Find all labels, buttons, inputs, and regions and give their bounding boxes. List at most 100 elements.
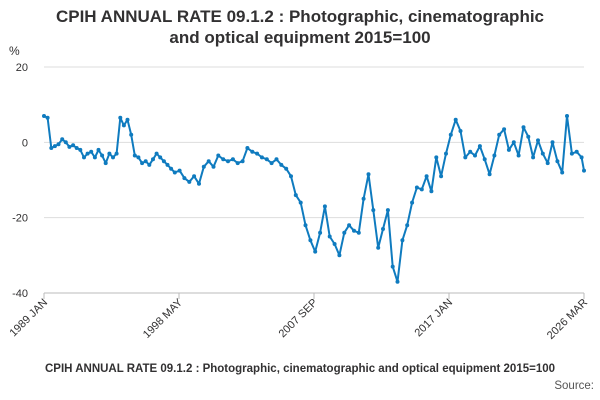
data-point xyxy=(67,144,72,149)
data-point xyxy=(531,155,536,160)
data-point xyxy=(132,153,137,158)
data-point xyxy=(269,161,274,166)
data-point xyxy=(439,174,444,179)
data-point xyxy=(78,147,83,152)
x-tick-label: 1989 JAN xyxy=(7,297,50,340)
data-point xyxy=(96,147,101,152)
x-tick-label: 2017 JAN xyxy=(412,297,455,340)
data-point xyxy=(444,151,448,156)
chart-title-line-1: CPIH ANNUAL RATE 09.1.2 : Photographic, … xyxy=(55,7,545,26)
footer-source: Source: xyxy=(554,380,594,392)
data-point xyxy=(118,115,123,120)
data-point xyxy=(255,151,260,156)
data-point xyxy=(308,238,313,243)
data-point xyxy=(521,125,526,130)
data-point xyxy=(206,159,211,164)
data-point xyxy=(395,279,400,284)
data-point xyxy=(579,155,584,160)
data-point xyxy=(318,230,323,235)
data-point xyxy=(114,151,119,156)
data-point xyxy=(332,242,337,246)
data-point xyxy=(434,155,439,160)
data-point xyxy=(154,151,159,156)
data-point xyxy=(111,155,115,160)
data-point xyxy=(158,155,163,160)
data-point xyxy=(165,162,170,167)
x-tick-label: 1998 MAY xyxy=(141,296,186,341)
data-point xyxy=(245,146,250,150)
footer-title: CPIH ANNUAL RATE 09.1.2 : Photographic, … xyxy=(44,363,556,375)
data-point xyxy=(419,187,424,192)
data-point xyxy=(463,155,468,160)
data-point xyxy=(352,228,356,233)
data-point xyxy=(211,164,216,169)
y-axis-unit-label: % xyxy=(9,44,20,58)
data-point xyxy=(284,166,289,171)
data-point xyxy=(85,151,90,156)
data-point xyxy=(289,174,293,179)
data-point xyxy=(381,227,385,231)
y-tick-label: -40 xyxy=(12,288,28,300)
data-point xyxy=(82,155,86,160)
series-line xyxy=(43,115,585,283)
data-point xyxy=(250,149,255,154)
data-point xyxy=(390,264,395,269)
data-point xyxy=(347,223,352,228)
data-point xyxy=(473,153,477,158)
data-point xyxy=(429,189,434,194)
data-point xyxy=(453,117,458,122)
data-point xyxy=(540,151,545,156)
data-point xyxy=(161,159,166,164)
data-point xyxy=(497,132,502,137)
y-axis-ticks: 20 0 -20 -40 xyxy=(12,62,28,300)
data-point xyxy=(405,223,410,228)
data-point xyxy=(226,159,230,164)
data-point xyxy=(502,127,507,132)
data-point xyxy=(511,140,516,145)
data-point xyxy=(526,134,531,139)
data-point xyxy=(177,168,182,173)
data-point xyxy=(327,234,332,239)
x-axis: 1989 JAN 1998 MAY 2007 SEP 2017 JAN 2026 MAR xyxy=(7,292,590,342)
data-point xyxy=(56,142,61,147)
y-tick-label: -20 xyxy=(12,213,28,225)
data-point xyxy=(60,137,65,142)
gridlines xyxy=(44,66,584,294)
data-point xyxy=(42,114,46,118)
data-point xyxy=(293,193,298,198)
data-point xyxy=(376,245,381,250)
data-point xyxy=(582,168,586,173)
data-point xyxy=(192,174,197,179)
data-point xyxy=(313,249,318,254)
data-point xyxy=(298,200,303,205)
x-tick-label: 2026 MAR xyxy=(545,297,590,342)
data-point xyxy=(516,153,521,158)
data-point xyxy=(172,170,177,175)
data-point xyxy=(385,208,390,213)
data-point xyxy=(414,185,419,190)
data-point xyxy=(264,157,269,162)
data-point xyxy=(448,132,453,137)
data-point xyxy=(136,155,141,160)
data-point xyxy=(182,176,187,181)
data-point xyxy=(361,196,366,201)
data-point xyxy=(89,149,94,154)
data-point xyxy=(103,161,108,166)
data-point xyxy=(482,157,487,162)
data-point xyxy=(371,208,376,213)
data-point xyxy=(545,161,550,166)
data-point xyxy=(107,151,112,156)
data-point xyxy=(536,138,540,143)
data-point xyxy=(52,144,57,149)
data-point xyxy=(274,157,279,162)
data-point xyxy=(550,140,555,145)
data-point xyxy=(140,161,145,166)
data-point xyxy=(555,159,560,164)
data-point xyxy=(356,230,361,235)
data-point xyxy=(187,179,192,184)
data-point xyxy=(342,230,347,235)
data-point xyxy=(410,200,415,205)
data-point xyxy=(221,157,226,162)
data-point xyxy=(45,115,50,120)
